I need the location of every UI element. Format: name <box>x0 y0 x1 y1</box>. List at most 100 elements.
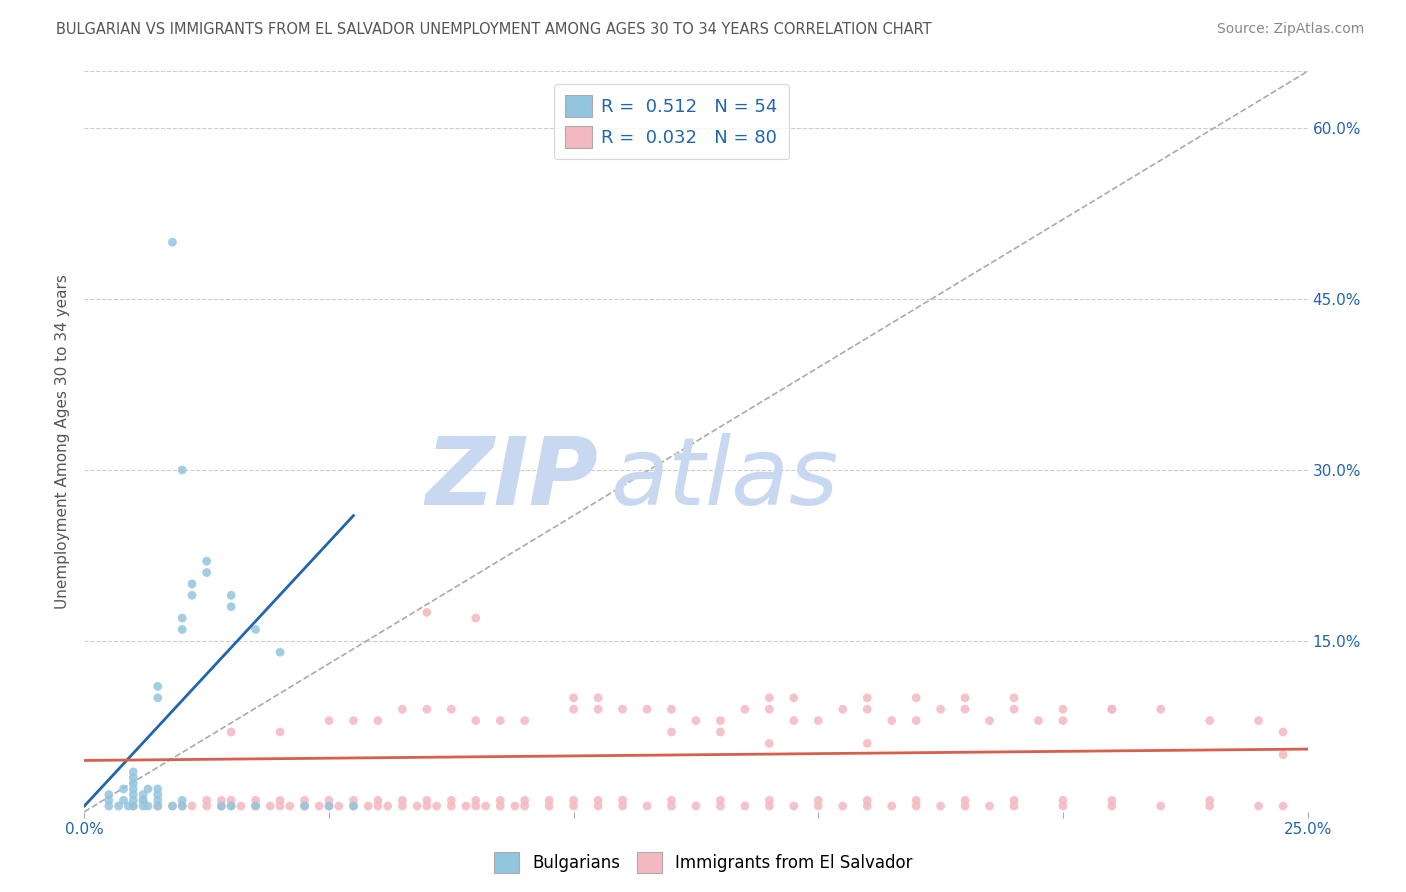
Point <box>112 781 135 796</box>
Point <box>172 799 194 814</box>
Point <box>1002 690 1025 705</box>
Point <box>489 714 512 728</box>
Point <box>342 714 364 728</box>
Point <box>1002 793 1025 807</box>
Point <box>318 799 340 814</box>
Point <box>391 799 413 814</box>
Point <box>1247 714 1270 728</box>
Point <box>294 793 316 807</box>
Point <box>318 793 340 807</box>
Point <box>122 793 145 807</box>
Legend: Bulgarians, Immigrants from El Salvador: Bulgarians, Immigrants from El Salvador <box>486 846 920 880</box>
Point <box>1052 714 1074 728</box>
Point <box>122 788 145 802</box>
Point <box>294 799 316 814</box>
Point <box>367 714 389 728</box>
Point <box>1101 702 1123 716</box>
Point <box>586 690 609 705</box>
Point <box>1052 793 1074 807</box>
Point <box>661 799 683 814</box>
Point <box>416 606 439 620</box>
Point <box>122 776 145 790</box>
Point <box>97 799 120 814</box>
Point <box>562 690 585 705</box>
Point <box>905 799 928 814</box>
Point <box>146 788 169 802</box>
Point <box>636 799 658 814</box>
Point <box>219 793 242 807</box>
Point <box>1198 793 1220 807</box>
Point <box>122 799 145 814</box>
Point <box>474 799 496 814</box>
Point <box>406 799 429 814</box>
Point <box>172 611 194 625</box>
Point <box>831 702 853 716</box>
Point <box>377 799 399 814</box>
Point <box>953 799 976 814</box>
Point <box>1272 725 1295 739</box>
Point <box>209 799 232 814</box>
Point <box>856 690 879 705</box>
Point <box>513 714 536 728</box>
Text: BULGARIAN VS IMMIGRANTS FROM EL SALVADOR UNEMPLOYMENT AMONG AGES 30 TO 34 YEARS : BULGARIAN VS IMMIGRANTS FROM EL SALVADOR… <box>56 22 932 37</box>
Point <box>586 793 609 807</box>
Point <box>245 623 267 637</box>
Point <box>807 793 830 807</box>
Point <box>107 799 129 814</box>
Point <box>685 714 707 728</box>
Point <box>562 702 585 716</box>
Point <box>416 799 439 814</box>
Point <box>1150 702 1173 716</box>
Point <box>195 793 218 807</box>
Legend: R =  0.512   N = 54, R =  0.032   N = 80: R = 0.512 N = 54, R = 0.032 N = 80 <box>554 84 789 159</box>
Point <box>709 793 731 807</box>
Point <box>979 799 1001 814</box>
Point <box>538 793 561 807</box>
Point <box>880 714 903 728</box>
Point <box>709 714 731 728</box>
Point <box>464 799 486 814</box>
Point <box>269 645 291 659</box>
Point <box>758 736 780 750</box>
Point <box>172 623 194 637</box>
Point <box>1150 799 1173 814</box>
Point <box>562 793 585 807</box>
Point <box>391 793 413 807</box>
Point <box>146 690 169 705</box>
Point <box>146 799 169 814</box>
Point <box>195 566 218 580</box>
Point <box>513 793 536 807</box>
Point <box>245 799 267 814</box>
Point <box>1101 793 1123 807</box>
Point <box>586 799 609 814</box>
Point <box>391 702 413 716</box>
Point <box>953 702 976 716</box>
Point <box>513 799 536 814</box>
Point <box>181 799 204 814</box>
Point <box>146 781 169 796</box>
Point <box>636 702 658 716</box>
Point <box>612 799 634 814</box>
Point <box>489 799 512 814</box>
Point <box>856 736 879 750</box>
Point <box>953 793 976 807</box>
Point <box>734 702 756 716</box>
Point <box>132 793 155 807</box>
Point <box>122 781 145 796</box>
Point <box>783 799 806 814</box>
Point <box>219 725 242 739</box>
Point <box>172 793 194 807</box>
Point <box>758 799 780 814</box>
Point <box>1101 799 1123 814</box>
Point <box>97 793 120 807</box>
Point <box>454 799 477 814</box>
Point <box>122 771 145 785</box>
Point <box>734 799 756 814</box>
Point <box>136 781 159 796</box>
Point <box>440 799 463 814</box>
Point <box>1198 799 1220 814</box>
Point <box>219 799 242 814</box>
Point <box>562 799 585 814</box>
Point <box>612 793 634 807</box>
Y-axis label: Unemployment Among Ages 30 to 34 years: Unemployment Among Ages 30 to 34 years <box>55 274 70 609</box>
